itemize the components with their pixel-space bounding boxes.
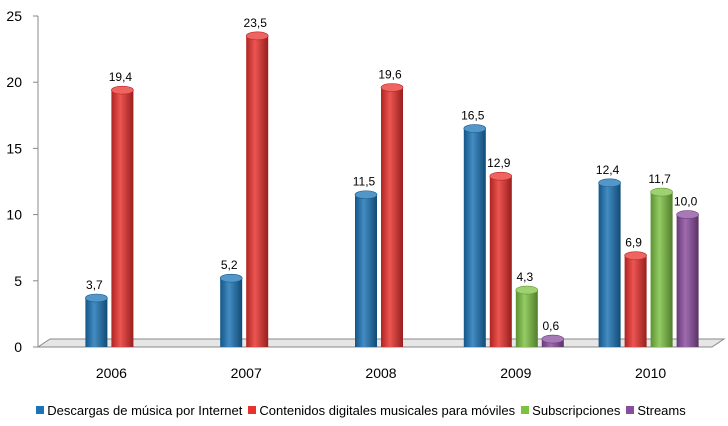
bar — [380, 83, 404, 347]
legend-item: Contenidos digitales musicales para móvi… — [248, 403, 515, 418]
x-category-label: 2007 — [231, 365, 262, 381]
data-label: 19,4 — [109, 70, 133, 84]
legend-label: Subscripciones — [532, 402, 621, 418]
data-label: 10,0 — [674, 195, 698, 209]
data-label: 4,3 — [516, 270, 533, 284]
y-tick-label: 20 — [6, 74, 22, 90]
bar — [111, 85, 134, 348]
legend-swatch — [521, 406, 530, 414]
data-label: 11,5 — [353, 175, 376, 189]
y-tick-label: 5 — [14, 273, 22, 289]
legend-item: Streams — [626, 402, 686, 418]
x-category-label: 2008 — [365, 365, 396, 381]
legend-swatch — [36, 406, 45, 414]
data-label: 23,5 — [244, 16, 268, 30]
data-label: 0,6 — [542, 319, 559, 333]
bar — [489, 171, 513, 347]
bar — [598, 178, 621, 347]
data-label: 19,6 — [378, 67, 402, 81]
data-label: 3,7 — [86, 278, 103, 292]
legend-item: Subscripciones — [521, 403, 620, 418]
y-tick-label: 0 — [14, 339, 22, 355]
bar — [354, 190, 378, 347]
bar — [515, 285, 539, 347]
y-tick-label: 25 — [6, 8, 22, 24]
legend-label: Streams — [637, 402, 686, 418]
x-category-label: 2010 — [635, 365, 666, 381]
data-label: 6,9 — [625, 236, 642, 250]
bar — [650, 187, 673, 347]
bar — [541, 334, 565, 347]
legend-label: Contenidos digitales musicales para móvi… — [259, 402, 516, 418]
legend-swatch — [248, 406, 257, 414]
bar — [676, 210, 699, 347]
bar — [85, 293, 108, 347]
legend-swatch — [626, 406, 635, 414]
data-label: 12,4 — [596, 163, 620, 177]
data-label: 11,7 — [648, 172, 671, 186]
legend-item: Descargas de música por Internet — [36, 403, 242, 418]
data-label: 16,5 — [461, 109, 485, 123]
y-tick-label: 15 — [6, 140, 22, 156]
data-label: 12,9 — [487, 156, 511, 170]
chart-legend: Descargas de música por Internet Contenid… — [0, 398, 728, 422]
x-category-label: 2009 — [500, 365, 531, 381]
bar — [219, 273, 243, 347]
bar — [624, 251, 647, 347]
bar-chart: 0 5 10 15 20 25 3,7 19,4 5,2 23,5 11,5 19,6 16,5 12,… — [6, 8, 726, 381]
legend-label: Descargas de música por Internet — [47, 402, 243, 418]
bar — [245, 31, 269, 348]
y-tick-label: 10 — [6, 207, 22, 223]
data-label: 5,2 — [221, 258, 238, 272]
bar — [463, 124, 487, 347]
x-category-label: 2006 — [96, 365, 127, 381]
